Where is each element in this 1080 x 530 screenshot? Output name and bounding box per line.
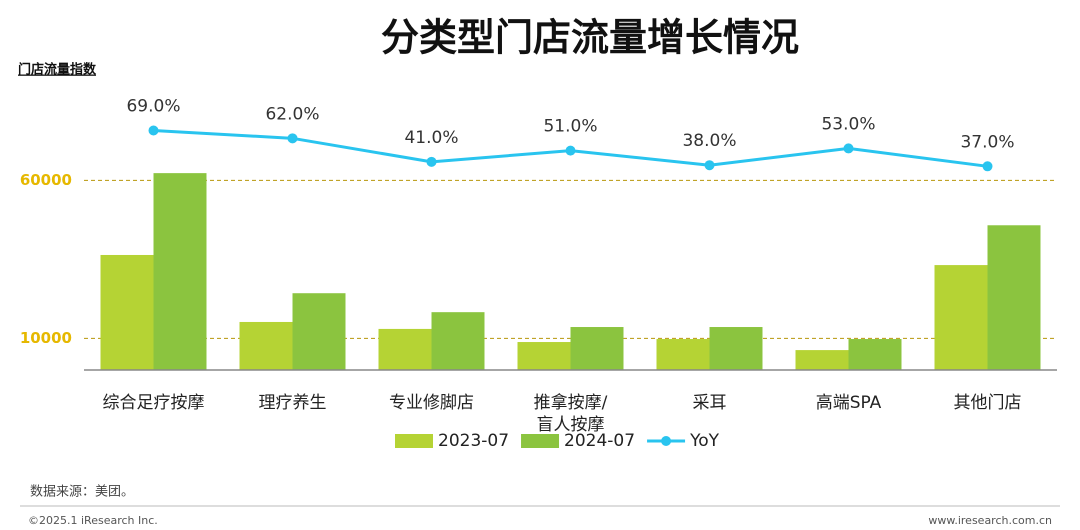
bar <box>795 350 849 370</box>
data-label: 38.0% <box>682 131 736 151</box>
line-point <box>843 143 854 154</box>
legend-swatch <box>521 434 560 448</box>
legend-swatch <box>661 436 672 446</box>
bar <box>378 328 432 370</box>
copyright: ©2025.1 iResearch Inc. <box>28 514 158 527</box>
bar <box>100 254 154 370</box>
bar <box>987 225 1041 370</box>
x-tick-label: 高端SPA <box>815 393 882 413</box>
line-point <box>426 156 437 167</box>
y-tick-label: 10000 <box>20 329 72 347</box>
x-tick-label: 推拿按摩/ 盲人按摩 <box>533 393 608 435</box>
bar <box>656 339 710 370</box>
data-label: 53.0% <box>821 114 875 134</box>
legend-swatch <box>395 434 433 448</box>
legend-label: 2023-07 <box>438 431 509 451</box>
bar <box>934 265 988 370</box>
line-point <box>704 160 715 171</box>
y-axis-label: 门店流量指数 <box>18 62 97 78</box>
x-tick-label: 其他门店 <box>953 393 1022 413</box>
data-label: 69.0% <box>126 96 180 116</box>
bar <box>517 342 571 370</box>
legend-label: YoY <box>689 431 720 451</box>
bar <box>709 327 763 370</box>
bar <box>292 293 346 370</box>
x-tick-label: 专业修脚店 <box>389 393 474 413</box>
x-tick-label: 综合足疗按摩 <box>102 393 205 413</box>
line-point <box>287 133 298 144</box>
legend-label: 2024-07 <box>564 431 635 451</box>
line-point <box>982 161 993 172</box>
chart-title: 分类型门店流量增长情况 <box>381 16 799 60</box>
bar <box>239 321 293 370</box>
data-label: 51.0% <box>543 117 597 137</box>
data-label: 41.0% <box>404 128 458 148</box>
x-tick-label: 理疗养生 <box>258 393 327 413</box>
line-point <box>148 125 159 136</box>
bar <box>153 173 207 370</box>
website: www.iresearch.com.cn <box>928 514 1052 527</box>
line-point <box>565 145 576 156</box>
source: 数据来源：美团。 <box>30 485 134 500</box>
y-tick-label: 60000 <box>20 171 72 189</box>
bar <box>570 327 624 370</box>
x-tick-label: 采耳 <box>692 393 727 413</box>
bar <box>431 312 485 370</box>
bar <box>848 339 902 370</box>
data-label: 37.0% <box>960 132 1014 152</box>
data-label: 62.0% <box>265 104 319 124</box>
